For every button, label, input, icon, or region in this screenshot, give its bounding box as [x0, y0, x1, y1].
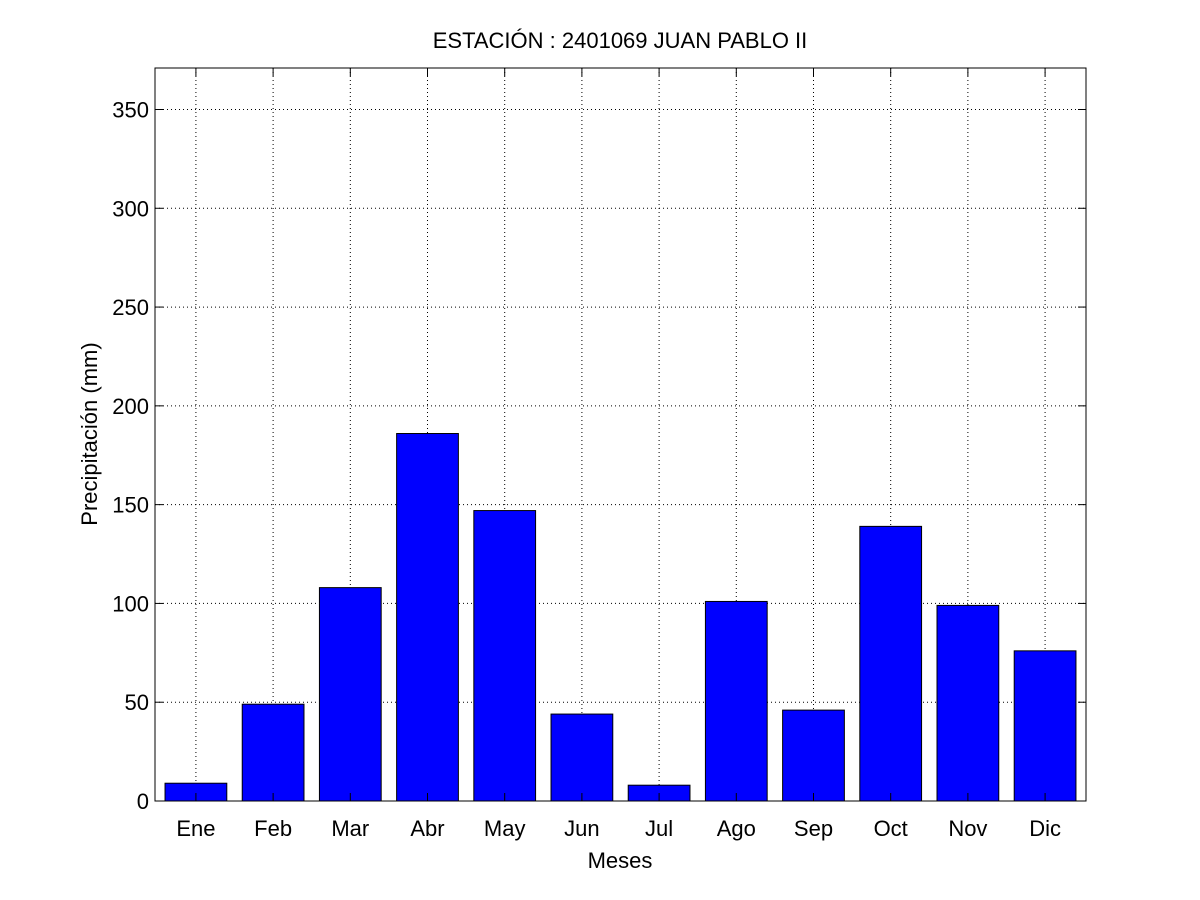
- y-tick-label: 200: [112, 394, 149, 419]
- x-tick-label: May: [484, 816, 526, 841]
- bar-abr: [396, 433, 459, 802]
- x-tick-label: Ago: [717, 816, 756, 841]
- x-tick-label: Feb: [254, 816, 292, 841]
- y-axis-title: Precipitación (mm): [77, 342, 102, 525]
- bar-nov: [936, 604, 1000, 802]
- x-tick-label: Mar: [331, 816, 369, 841]
- ticks: [155, 68, 1086, 802]
- bars: [164, 433, 1077, 802]
- y-tick-label: 100: [112, 591, 149, 616]
- y-tick-label: 150: [112, 493, 149, 518]
- x-tick-label: Jun: [564, 816, 599, 841]
- x-tick-label: Ene: [176, 816, 215, 841]
- bar-mar: [318, 587, 382, 802]
- bar-jun: [550, 713, 614, 802]
- bar-feb: [241, 703, 305, 802]
- x-tick-label: Sep: [794, 816, 833, 841]
- x-tick-label: Jul: [645, 816, 673, 841]
- y-tick-label: 0: [137, 789, 149, 814]
- x-axis-title: Meses: [588, 848, 653, 873]
- chart-title: ESTACIÓN : 2401069 JUAN PABLO II: [433, 28, 808, 53]
- bar-ago: [704, 600, 768, 802]
- x-tick-label: Abr: [410, 816, 444, 841]
- x-tick-label: Oct: [874, 816, 908, 841]
- y-tick-label: 300: [112, 196, 149, 221]
- x-tick-label: Dic: [1029, 816, 1061, 841]
- bar-dic: [1013, 650, 1077, 802]
- y-tick-label: 50: [125, 690, 149, 715]
- plot-background: [155, 68, 1086, 801]
- y-tick-label: 250: [112, 295, 149, 320]
- bar-oct: [859, 525, 923, 802]
- bar-may: [473, 510, 537, 802]
- plot-frame: [154, 67, 1087, 802]
- x-tick-label: Nov: [948, 816, 987, 841]
- y-tick-label: 350: [112, 97, 149, 122]
- bar-sep: [782, 709, 845, 802]
- tick-labels: 0 50 100 150 200 250 300 350 Ene Feb Mar Abr May Jun J…: [112, 97, 1061, 841]
